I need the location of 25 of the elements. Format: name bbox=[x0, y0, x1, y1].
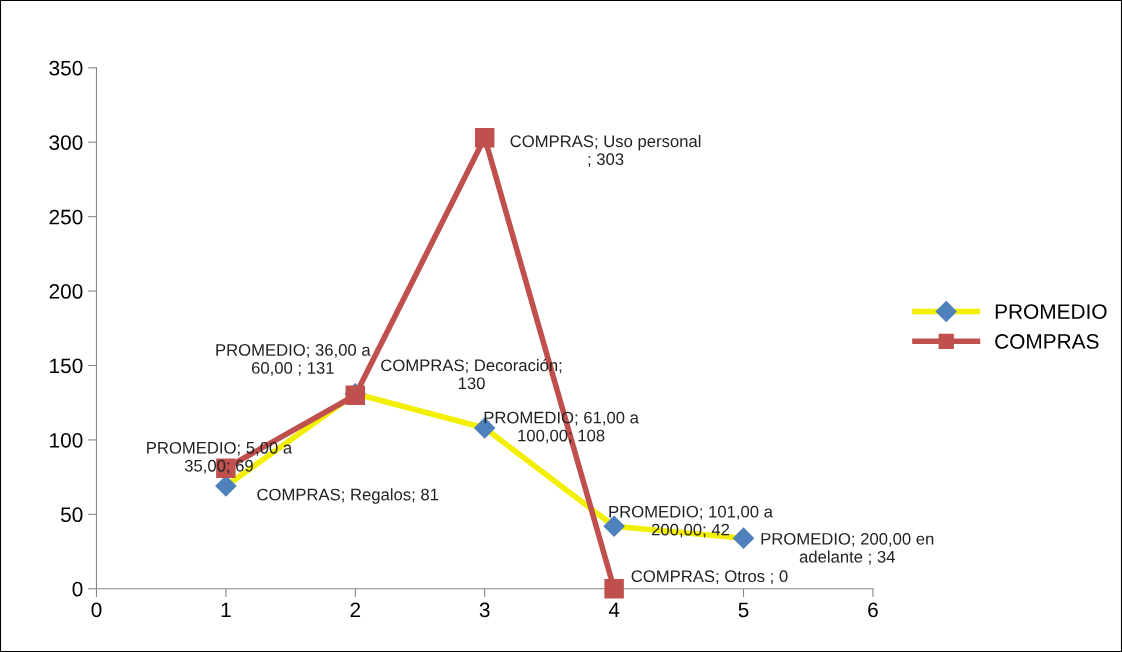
x-tick-label: 2 bbox=[350, 602, 361, 618]
legend-label: COMPRAS bbox=[995, 334, 1099, 349]
y-tick-label: 200 bbox=[49, 284, 83, 299]
point bbox=[215, 475, 237, 497]
y-tick-label: 50 bbox=[60, 507, 83, 523]
data-label: PROMEDIO; 36,00 a 60,00 ; 131 bbox=[216, 344, 371, 376]
y-tick-label: 100 bbox=[50, 432, 83, 448]
y-tick-label: 300 bbox=[49, 135, 83, 150]
y-tick-label: 0 bbox=[72, 581, 83, 597]
x-tick-label: 4 bbox=[608, 602, 620, 618]
x-tick-label: 1 bbox=[221, 602, 231, 618]
x-tick-label: 5 bbox=[738, 602, 749, 618]
point bbox=[474, 128, 495, 148]
y-tick-label: 250 bbox=[49, 209, 83, 225]
y-tick-label: 350 bbox=[49, 60, 83, 76]
legend-label: PROMEDIO bbox=[995, 304, 1107, 319]
x-tick-label: 3 bbox=[479, 602, 490, 618]
data-label: COMPRAS; Otros ; 0 bbox=[631, 570, 788, 585]
data-label: COMPRAS; Regalos; 81 bbox=[257, 488, 439, 504]
x-tick-label: 6 bbox=[868, 602, 878, 618]
point bbox=[732, 527, 755, 549]
point bbox=[604, 579, 624, 599]
x-tick-label: 0 bbox=[91, 602, 102, 618]
y-tick-label: 150 bbox=[50, 358, 83, 374]
data-label: COMPRAS; Uso personal ; 303 bbox=[510, 134, 701, 168]
